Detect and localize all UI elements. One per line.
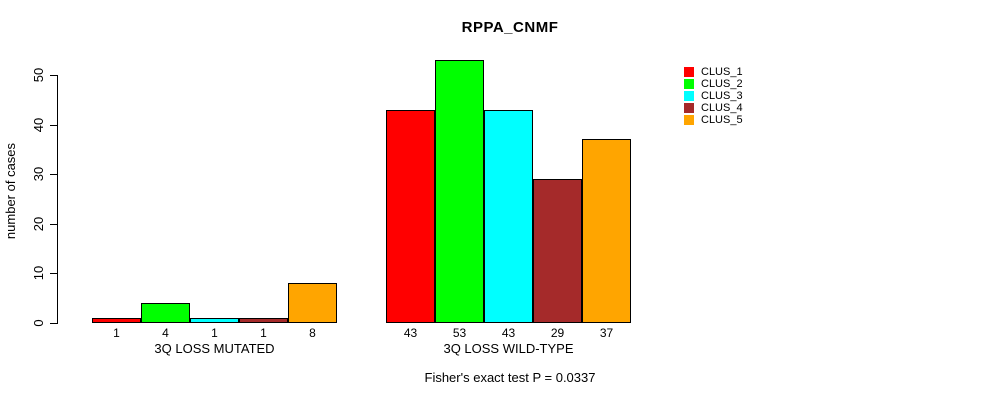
bar-value-label: 29 bbox=[550, 326, 565, 340]
legend-label-clus-1: CLUS_1 bbox=[701, 66, 743, 78]
y-tick-label: 30 bbox=[31, 166, 46, 182]
bar-value-label: 37 bbox=[599, 326, 614, 340]
bar-3q-loss-wild-type-clus-5 bbox=[582, 139, 631, 323]
bar-value-label: 1 bbox=[211, 326, 218, 340]
y-tick-mark bbox=[50, 75, 57, 76]
bar-value-label: 4 bbox=[162, 326, 169, 340]
bar-value-label: 43 bbox=[403, 326, 418, 340]
y-tick-mark bbox=[50, 174, 57, 175]
y-tick-label: 50 bbox=[31, 67, 46, 83]
bar-3q-loss-wild-type-clus-2 bbox=[435, 60, 484, 323]
chart-title: RPPA_CNMF bbox=[461, 19, 559, 36]
bar-value-label: 1 bbox=[260, 326, 267, 340]
bar-value-label: 43 bbox=[501, 326, 516, 340]
bar-value-label: 1 bbox=[113, 326, 120, 340]
legend-swatch-clus-4 bbox=[684, 103, 694, 113]
y-tick-label: 40 bbox=[31, 117, 46, 133]
legend-swatch-clus-2 bbox=[684, 79, 694, 89]
bar-3q-loss-mutated-clus-5 bbox=[288, 283, 337, 323]
legend-label-clus-3: CLUS_3 bbox=[701, 90, 743, 102]
bar-3q-loss-wild-type-clus-1 bbox=[386, 110, 435, 323]
y-tick-mark bbox=[50, 224, 57, 225]
y-axis-label: number of cases bbox=[3, 142, 18, 240]
legend-label-clus-2: CLUS_2 bbox=[701, 78, 743, 90]
bar-value-label: 53 bbox=[452, 326, 467, 340]
legend-label-clus-4: CLUS_4 bbox=[701, 102, 743, 114]
group-label-3q-loss-wild-type: 3Q LOSS WILD-TYPE bbox=[443, 341, 574, 356]
bar-value-label: 8 bbox=[309, 326, 316, 340]
group-label-3q-loss-mutated: 3Q LOSS MUTATED bbox=[154, 341, 275, 356]
bar-3q-loss-mutated-clus-3 bbox=[190, 318, 239, 323]
legend-label-clus-5: CLUS_5 bbox=[701, 114, 743, 126]
legend-swatch-clus-1 bbox=[684, 67, 694, 77]
bar-3q-loss-mutated-clus-4 bbox=[239, 318, 288, 323]
bar-3q-loss-mutated-clus-2 bbox=[141, 303, 190, 323]
bar-3q-loss-wild-type-clus-4 bbox=[533, 179, 582, 323]
y-tick-label: 0 bbox=[31, 319, 46, 327]
y-tick-label: 20 bbox=[31, 216, 46, 232]
y-tick-mark bbox=[50, 125, 57, 126]
y-tick-mark bbox=[50, 323, 57, 324]
y-axis-line bbox=[57, 75, 58, 324]
y-tick-label: 10 bbox=[31, 265, 46, 281]
bar-3q-loss-wild-type-clus-3 bbox=[484, 110, 533, 323]
legend-swatch-clus-3 bbox=[684, 91, 694, 101]
bar-3q-loss-mutated-clus-1 bbox=[92, 318, 141, 323]
fisher-test-annotation: Fisher's exact test P = 0.0337 bbox=[424, 370, 596, 385]
legend-swatch-clus-5 bbox=[684, 115, 694, 125]
y-tick-mark bbox=[50, 273, 57, 274]
